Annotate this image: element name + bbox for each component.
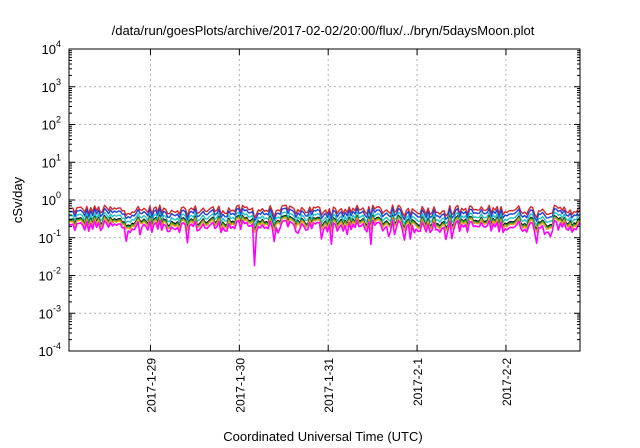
y-axis-label: cSv/day bbox=[10, 176, 25, 223]
chart-title: /data/run/goesPlots/archive/2017-02-02/2… bbox=[112, 23, 535, 38]
y-tick-exponent: -2 bbox=[53, 266, 61, 276]
y-tick-label: 100 bbox=[42, 190, 61, 208]
x-tick-label: 2017-1-29 bbox=[144, 358, 158, 413]
series-line-4 bbox=[68, 215, 581, 232]
y-tick-exponent: 3 bbox=[56, 77, 61, 87]
x-axis-label: Coordinated Universal Time (UTC) bbox=[223, 429, 422, 444]
series-line-6 bbox=[68, 219, 581, 267]
y-tick-exponent: -4 bbox=[53, 341, 61, 351]
y-tick-base: 10 bbox=[42, 80, 56, 95]
y-tick-exponent: -3 bbox=[53, 303, 61, 313]
y-tick-label: 101 bbox=[42, 152, 61, 170]
x-tick-label: 2017-2-1 bbox=[411, 358, 425, 406]
y-tick-exponent: -1 bbox=[53, 228, 61, 238]
ticks: 10-410-310-210-11001011021031042017-1-29… bbox=[39, 39, 580, 413]
x-tick-label: 2017-1-31 bbox=[322, 358, 336, 413]
y-tick-base: 10 bbox=[39, 231, 53, 246]
y-tick-label: 10-3 bbox=[39, 303, 61, 321]
y-tick-exponent: 4 bbox=[56, 39, 61, 49]
y-tick-label: 103 bbox=[42, 77, 61, 95]
y-tick-label: 104 bbox=[42, 39, 61, 57]
series-line-3 bbox=[68, 214, 581, 231]
y-tick-label: 10-2 bbox=[39, 266, 61, 284]
y-tick-label: 10-1 bbox=[39, 228, 61, 246]
y-tick-base: 10 bbox=[42, 155, 56, 170]
series-line-0 bbox=[68, 204, 581, 219]
y-tick-exponent: 0 bbox=[56, 190, 61, 200]
y-tick-exponent: 2 bbox=[56, 115, 61, 125]
y-tick-exponent: 1 bbox=[56, 152, 61, 162]
grid bbox=[69, 48, 580, 352]
y-tick-base: 10 bbox=[39, 306, 53, 321]
x-tick-label: 2017-2-2 bbox=[500, 358, 514, 406]
y-tick-base: 10 bbox=[42, 118, 56, 133]
series-line-2 bbox=[68, 211, 581, 227]
series-line-1 bbox=[68, 207, 581, 223]
x-tick-label: 2017-1-30 bbox=[233, 358, 247, 413]
y-tick-base: 10 bbox=[39, 344, 53, 359]
y-tick-base: 10 bbox=[42, 42, 56, 57]
y-tick-label: 102 bbox=[42, 115, 61, 133]
y-tick-base: 10 bbox=[39, 269, 53, 284]
y-tick-label: 10-4 bbox=[39, 341, 61, 359]
y-tick-base: 10 bbox=[42, 193, 56, 208]
series-group bbox=[68, 204, 581, 267]
series-line-5 bbox=[68, 216, 581, 234]
